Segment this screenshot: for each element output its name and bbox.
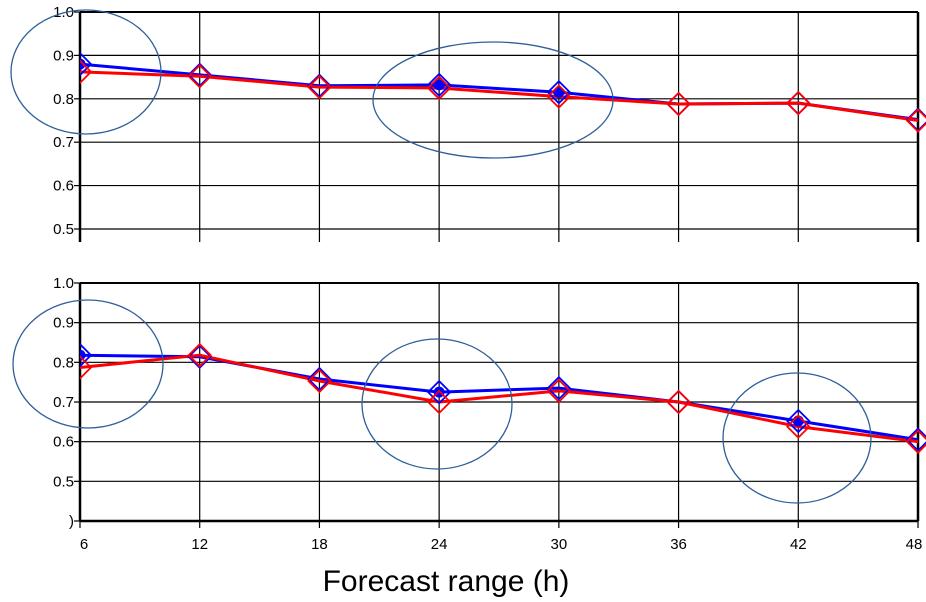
blue-diamond-marker	[187, 62, 212, 88]
x-axis-label: Forecast range (h)	[323, 565, 570, 598]
red-diamond-marker	[426, 75, 452, 101]
chart-panel-1: 0.50.60.70.80.91.0	[10, 4, 926, 242]
red-diamond-marker	[80, 355, 93, 380]
chart-panel-2: ) 0.5 0.6 0.7 0.8 0.9 1.0 6 12 18 24 30 36 42 48 Foreca…	[12, 275, 926, 598]
y-tick-label: 1.0	[53, 275, 74, 292]
blue-diamond-marker	[307, 73, 332, 99]
y-tick-label: 0.6	[53, 434, 74, 451]
blue-diamond-marker	[546, 80, 572, 105]
blue-diamond-marker	[905, 427, 926, 452]
red-diamond-marker	[187, 342, 212, 368]
y-tick-label: 0.5	[53, 221, 74, 238]
x-tick-label: 18	[311, 536, 328, 553]
x-tick-label: 12	[191, 536, 208, 553]
x-tick-label: 24	[431, 536, 448, 553]
blue-diamond-marker	[187, 344, 212, 370]
series-red-line	[80, 353, 919, 444]
y-tick-label: 0.7	[53, 134, 74, 151]
blue-diamond-marker	[307, 366, 332, 392]
y-tick-label: 0.9	[53, 315, 74, 332]
red-diamond-marker	[905, 108, 926, 133]
y-tick-label: 0.6	[53, 178, 74, 195]
series-red-line	[80, 70, 919, 122]
red-diamond-marker	[666, 91, 691, 117]
blue-diamond-marker	[426, 379, 452, 405]
series-group	[80, 342, 926, 454]
red-diamond-marker	[187, 63, 212, 89]
red-diamond-marker	[786, 414, 811, 439]
y-tick-label: 0.8	[53, 354, 74, 371]
red-diamond-marker	[546, 84, 572, 109]
blue-diamond-marker	[80, 51, 93, 77]
x-tick-label: 36	[670, 536, 687, 553]
red-diamond-marker	[666, 389, 691, 415]
blue-diamond-marker	[80, 342, 93, 368]
y-tick-label: 0.8	[53, 91, 74, 108]
red-diamond-marker	[80, 59, 93, 85]
highlight-ellipse	[10, 9, 162, 135]
y-tick-label: )	[69, 513, 74, 530]
blue-filled-dot	[792, 415, 804, 427]
red-diamond-marker	[905, 429, 926, 454]
y-tick-label: 0.5	[53, 473, 74, 490]
series-group	[80, 51, 926, 133]
blue-diamond-marker	[786, 408, 811, 434]
highlight-ellipse	[12, 299, 164, 429]
y-tick-label: 0.9	[53, 47, 74, 64]
x-tick-label: 48	[906, 536, 923, 553]
red-diamond-marker	[786, 90, 811, 116]
blue-diamond-marker	[426, 72, 452, 98]
x-tick-label: 6	[80, 536, 88, 553]
y-tick-label: 0.7	[53, 394, 74, 411]
highlight-ellipse	[722, 372, 872, 504]
x-tick-label: 42	[790, 536, 807, 553]
red-diamond-marker	[546, 378, 572, 404]
red-diamond-marker	[426, 389, 452, 415]
highlight-ellipse	[372, 41, 614, 159]
highlight-ellipse	[361, 338, 513, 470]
x-tick-label: 30	[551, 536, 568, 553]
blue-filled-dot	[80, 349, 86, 361]
blue-filled-dot	[433, 79, 445, 91]
blue-diamond-marker	[546, 375, 572, 401]
red-diamond-marker	[307, 368, 332, 394]
red-diamond-marker	[307, 74, 332, 100]
